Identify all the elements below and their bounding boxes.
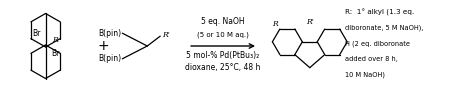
Text: diboronate, 5 M NaOH),: diboronate, 5 M NaOH), xyxy=(345,24,423,31)
Text: B(pin): B(pin) xyxy=(98,29,121,38)
Text: Br: Br xyxy=(32,29,40,38)
Text: R’: R’ xyxy=(306,18,314,26)
Text: 5 eq. NaOH: 5 eq. NaOH xyxy=(201,17,245,26)
Text: Br: Br xyxy=(51,49,59,58)
Text: H (2 eq. diboronate: H (2 eq. diboronate xyxy=(345,40,410,47)
Text: R:  1° alkyl (1.3 eq.: R: 1° alkyl (1.3 eq. xyxy=(345,9,414,16)
Text: (5 or 10 M aq.): (5 or 10 M aq.) xyxy=(197,32,249,38)
Text: B(pin): B(pin) xyxy=(98,54,121,63)
Text: +: + xyxy=(98,39,109,53)
Text: added over 8 h,: added over 8 h, xyxy=(345,56,397,62)
Text: 5 mol-% Pd(PtBu₃)₂: 5 mol-% Pd(PtBu₃)₂ xyxy=(186,51,260,60)
Text: R’: R’ xyxy=(162,31,170,39)
Text: dioxane, 25°C, 48 h: dioxane, 25°C, 48 h xyxy=(185,63,261,72)
Text: 10 M NaOH): 10 M NaOH) xyxy=(345,72,385,78)
Text: R: R xyxy=(272,20,278,28)
Text: R: R xyxy=(53,36,58,44)
